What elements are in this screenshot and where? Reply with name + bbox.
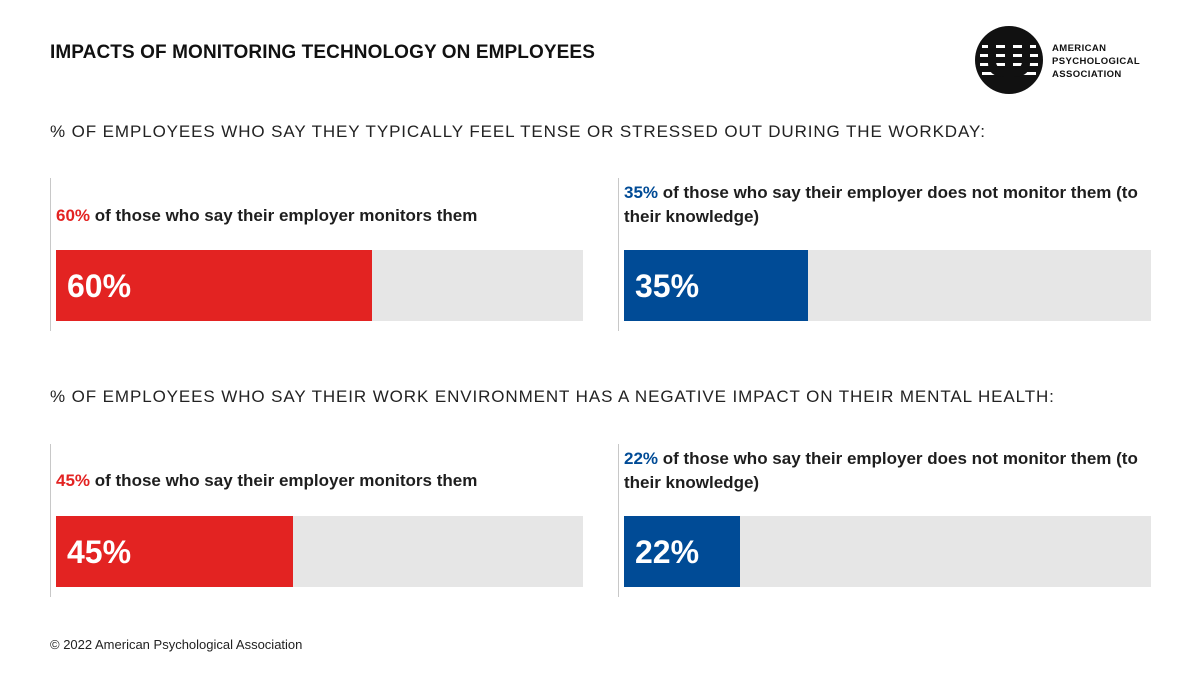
logo-line-2: PSYCHOLOGICAL <box>1052 56 1141 67</box>
logo-wordmark: AMERICAN PSYCHOLOGICAL ASSOCIATION <box>1052 42 1140 81</box>
bar-caption: 22% of those who say their employer does… <box>624 447 1151 495</box>
section-heading-stress: % OF EMPLOYEES WHO SAY THEY TYPICALLY FE… <box>50 122 986 141</box>
section-heading-mental-health: % OF EMPLOYEES WHO SAY THEIR WORK ENVIRO… <box>50 387 1055 406</box>
bar-fill: 60% <box>56 250 373 321</box>
caption-text: of those who say their employer monitors… <box>90 206 478 225</box>
bar-track: 60% <box>56 250 583 321</box>
bar-track: 35% <box>624 250 1151 321</box>
caption-percent: 35% <box>624 183 659 202</box>
caption-percent: 45% <box>56 471 91 490</box>
psi-logo-icon <box>975 26 1043 94</box>
bar-fill: 45% <box>56 516 294 587</box>
caption-text: of those who say their employer does not… <box>624 449 1138 492</box>
bar-fill: 22% <box>624 516 740 587</box>
caption-text: of those who say their employer monitors… <box>90 471 478 490</box>
copyright-footer: © 2022 American Psychological Associatio… <box>50 637 303 652</box>
caption-percent: 22% <box>624 449 659 468</box>
caption-percent: 60% <box>56 206 91 225</box>
panel-stress-not-monitored: 35% of those who say their employer does… <box>618 178 1151 331</box>
bar-value-label: 60% <box>67 267 132 304</box>
panel-stress-monitored: 60% of those who say their employer moni… <box>50 178 583 331</box>
logo-line-3: ASSOCIATION <box>1052 69 1122 80</box>
panel-mental-monitored: 45% of those who say their employer moni… <box>50 444 583 597</box>
bar-value-label: 45% <box>67 533 132 570</box>
bar-fill: 35% <box>624 250 809 321</box>
bar-track: 22% <box>624 516 1151 587</box>
apa-logo: AMERICAN PSYCHOLOGICAL ASSOCIATION <box>974 25 1154 95</box>
logo-line-1: AMERICAN <box>1052 43 1107 54</box>
bar-value-label: 35% <box>635 267 700 304</box>
chart-title: IMPACTS OF MONITORING TECHNOLOGY ON EMPL… <box>50 42 595 63</box>
bar-caption: 60% of those who say their employer moni… <box>56 204 583 228</box>
caption-text: of those who say their employer does not… <box>624 183 1138 226</box>
bar-caption: 35% of those who say their employer does… <box>624 181 1151 229</box>
bar-track: 45% <box>56 516 583 587</box>
bar-value-label: 22% <box>635 533 700 570</box>
bar-caption: 45% of those who say their employer moni… <box>56 469 583 493</box>
panel-mental-not-monitored: 22% of those who say their employer does… <box>618 444 1151 597</box>
